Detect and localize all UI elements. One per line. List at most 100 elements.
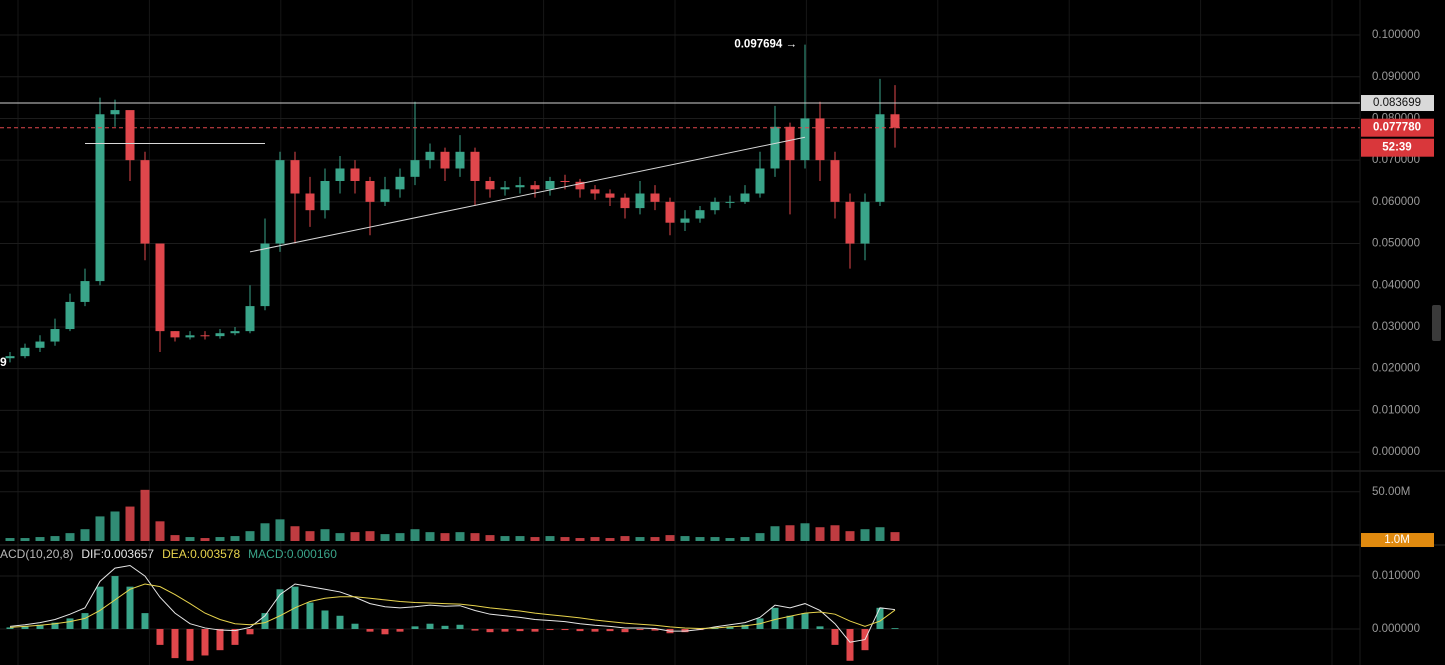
candle-body — [545, 180, 555, 190]
candle-body — [20, 347, 30, 357]
candle-body — [605, 193, 615, 198]
y-tick-label: 0.030000 — [1372, 321, 1420, 333]
candle-body — [65, 301, 75, 330]
volume-bar — [830, 525, 840, 541]
candle-body — [35, 341, 45, 348]
candle-body — [170, 331, 180, 338]
macd-bar — [801, 613, 809, 629]
volume-bar — [110, 511, 120, 541]
candle-body — [875, 114, 885, 202]
candle-body — [140, 160, 150, 244]
macd-bar — [846, 629, 854, 661]
volume-bar — [185, 537, 195, 541]
macd-bar — [36, 624, 44, 629]
left-label: 9 — [0, 355, 7, 369]
macd-bar — [531, 629, 539, 632]
candle-body — [305, 193, 315, 211]
macd-bar — [486, 629, 494, 633]
candle-body — [95, 114, 105, 282]
volume-bar — [680, 536, 690, 541]
volume-bar — [350, 532, 360, 541]
macd-bar — [576, 629, 584, 632]
candle-body — [710, 201, 720, 211]
macd-bar — [876, 607, 884, 629]
trend-line — [249, 136, 806, 253]
candle-body — [800, 118, 810, 161]
macd-bar — [111, 576, 119, 629]
macd-bar — [51, 622, 59, 629]
volume-bar — [65, 533, 75, 541]
volume-bar — [890, 532, 900, 541]
macd-bar — [216, 629, 224, 651]
volume-bar — [95, 516, 105, 541]
macd-bar — [891, 628, 899, 629]
volume-bar — [395, 533, 405, 541]
y-tick-label: 50.00M — [1372, 486, 1410, 498]
volume-bar — [320, 529, 330, 541]
volume-bar — [215, 537, 225, 541]
macd-bar — [321, 610, 329, 629]
volume-bar — [35, 537, 45, 541]
candle-body — [635, 193, 645, 209]
volume-bar — [260, 523, 270, 541]
macd-bar — [426, 623, 434, 629]
y-tick-label: 0.000000 — [1372, 623, 1420, 635]
macd-bar — [606, 629, 614, 632]
macd-bar — [636, 629, 644, 631]
candle-body — [365, 180, 375, 202]
macd-bar — [786, 615, 794, 629]
macd-bar — [246, 629, 254, 635]
macd-bar — [261, 613, 269, 629]
candle-body — [695, 210, 705, 219]
candle-body — [485, 180, 495, 190]
volume-bar — [365, 531, 375, 541]
last-price-box — [1361, 118, 1434, 137]
macd-bar — [6, 627, 14, 629]
candle-body — [725, 201, 735, 203]
volume-bar — [785, 525, 795, 541]
candle-body — [215, 333, 225, 337]
candle-body — [380, 189, 390, 202]
last-price-label: 0.077780 — [1373, 122, 1421, 134]
macd-header: ACD(10,20,8) DIF:0.003657 DEA:0.003578 MACD… — [0, 547, 337, 561]
volume-bar — [665, 535, 675, 541]
candle-body — [680, 218, 690, 223]
macd-bar — [126, 586, 134, 629]
volume-bar — [80, 529, 90, 541]
y-tick-label: 0.020000 — [1372, 363, 1420, 375]
candle-body — [125, 110, 135, 161]
candle-body — [515, 185, 525, 188]
candle-body — [440, 151, 450, 169]
volume-bar — [815, 527, 825, 541]
volume-bar — [290, 526, 300, 541]
candle-body — [665, 201, 675, 223]
price-line-label: 0.083699 — [1373, 97, 1421, 109]
volume-bar — [425, 532, 435, 541]
candle-body — [335, 168, 345, 181]
macd-bar — [141, 613, 149, 629]
volume-bar — [455, 532, 465, 541]
volume-bar — [20, 538, 30, 541]
volume-bar — [725, 538, 735, 541]
candle-body — [80, 281, 90, 302]
candle-body — [425, 151, 435, 161]
volume-bar — [530, 537, 540, 541]
volume-bar — [620, 536, 630, 541]
volume-bar — [500, 536, 510, 541]
volume-bar — [770, 526, 780, 541]
macd-line — [9, 583, 896, 629]
volume-bar — [230, 536, 240, 541]
macd-bar — [21, 626, 29, 629]
countdown-box — [1361, 138, 1434, 157]
scroll-handle[interactable] — [1432, 305, 1441, 341]
macd-bar — [441, 625, 449, 629]
y-tick-label: 0.010000 — [1372, 570, 1420, 582]
macd-bar — [411, 626, 419, 629]
current-volume-label: 1.0M — [1384, 534, 1410, 546]
macd-bar — [726, 626, 734, 629]
y-tick-label: 0.100000 — [1372, 29, 1420, 41]
max-annotation: 0.097694 → — [734, 39, 797, 51]
macd-bar — [336, 615, 344, 629]
candle-body — [815, 118, 825, 161]
